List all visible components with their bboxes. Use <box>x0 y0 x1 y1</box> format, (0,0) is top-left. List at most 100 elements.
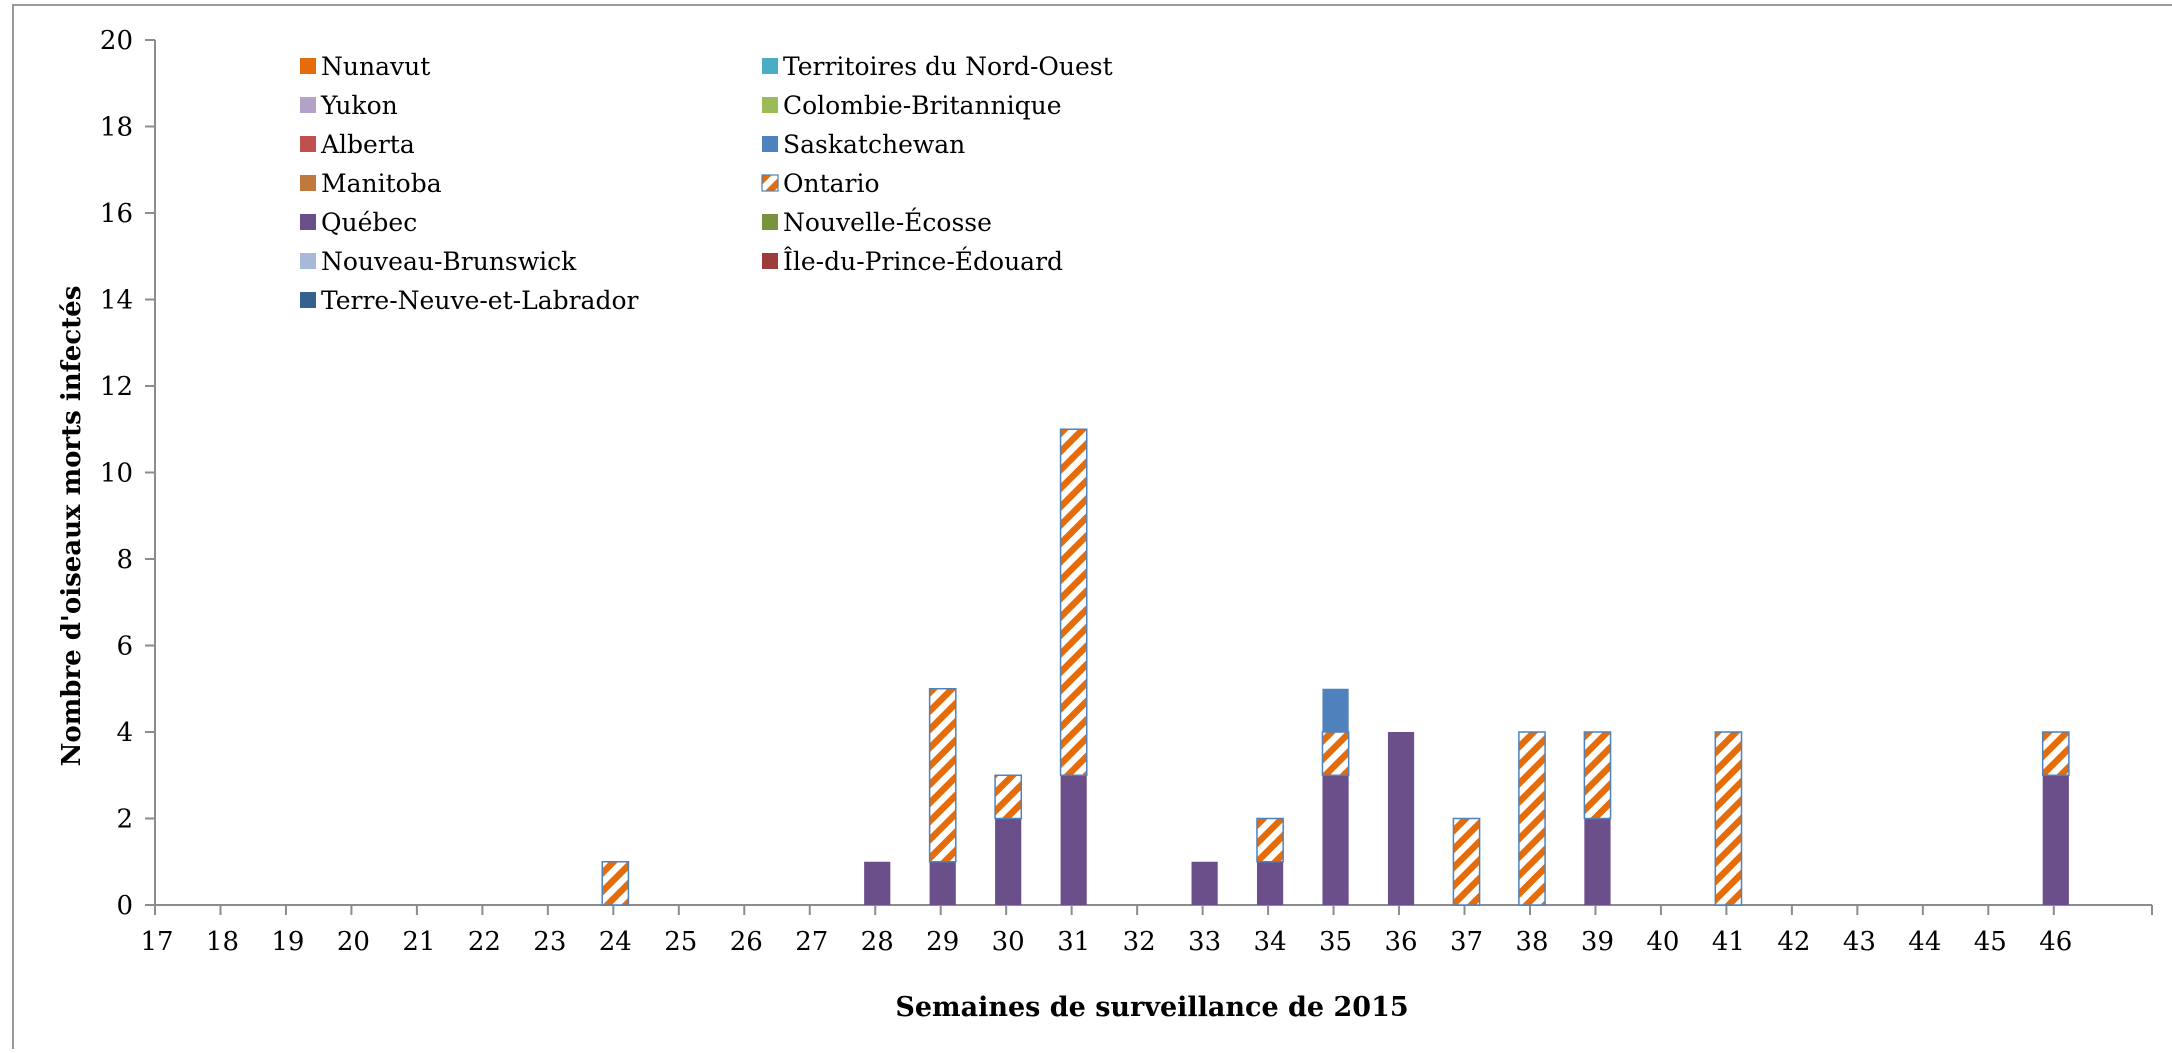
y-tick-label: 4 <box>116 718 133 748</box>
bar-quebec-week-36 <box>1387 732 1415 905</box>
y-tick-label: 20 <box>100 26 133 56</box>
bars <box>601 428 2070 906</box>
bar-quebec-week-29 <box>929 861 956 905</box>
x-tick-label: 21 <box>402 927 435 957</box>
legend-swatch <box>300 136 316 152</box>
x-tick-label: 40 <box>1646 927 1679 957</box>
bar-ontario-week-31 <box>1059 428 1088 776</box>
x-axis: 17 18 19 20 21 22 23 24 25 26 27 28 29 30 31 32 33 34 35 36… <box>140 904 2153 957</box>
legend-swatch <box>761 174 779 192</box>
x-tick-label: 24 <box>599 927 632 957</box>
bar-ontario-week-30 <box>994 774 1023 820</box>
legend-item: Territoires du Nord-Ouest <box>762 52 1113 81</box>
x-tick-label: 30 <box>992 927 1025 957</box>
legend-label: Île-du-Prince-Édouard <box>783 247 1063 276</box>
legend-item: Terre-Neuve-et-Labrador <box>300 286 639 315</box>
legend-label: Terre-Neuve-et-Labrador <box>321 286 639 315</box>
bar-ontario-week-24 <box>601 861 630 906</box>
x-tick-label: 17 <box>140 927 173 957</box>
x-tick-label: 25 <box>664 927 697 957</box>
legend-swatch <box>300 58 316 74</box>
bar-quebec-week-31 <box>1060 775 1087 905</box>
bar-ontario-week-41 <box>1714 731 1743 906</box>
x-tick-label: 20 <box>337 927 370 957</box>
legend-swatch <box>300 214 316 230</box>
x-tick-label: 26 <box>730 927 763 957</box>
bar-ontario-week-46 <box>2041 731 2070 776</box>
x-tick-label: 29 <box>926 927 959 957</box>
legend-label: Colombie-Britannique <box>783 91 1062 120</box>
legend-label: Saskatchewan <box>783 130 965 159</box>
bar-ontario-week-34 <box>1256 817 1284 863</box>
bar-quebec-week-33 <box>1191 861 1218 905</box>
x-tick-label: 42 <box>1777 927 1810 957</box>
x-tick-label: 28 <box>861 927 894 957</box>
x-tick-label: 34 <box>1254 927 1287 957</box>
bar-quebec-week-35 <box>1322 775 1349 905</box>
y-tick-label: 0 <box>116 891 133 921</box>
legend-swatch <box>300 292 316 308</box>
legend-swatch <box>762 253 778 269</box>
bar-quebec-week-34 <box>1256 861 1284 905</box>
y-tick-label: 6 <box>116 632 133 662</box>
y-axis-label: Nombre d'oiseaux morts infectés <box>57 286 87 767</box>
x-tick-label: 41 <box>1712 927 1745 957</box>
legend-label: Yukon <box>320 91 398 120</box>
bar-quebec-week-46 <box>2042 775 2069 905</box>
y-tick-label: 14 <box>100 286 133 316</box>
legend-label: Nunavut <box>321 52 430 81</box>
legend-swatch <box>300 253 316 269</box>
legend-item: Colombie-Britannique <box>762 91 1062 120</box>
x-tick-label: 37 <box>1450 927 1483 957</box>
x-tick-label: 31 <box>1057 927 1090 957</box>
legend-label: Alberta <box>320 130 415 159</box>
legend: Nunavut Territoires du Nord-Ouest Yukon Col… <box>300 52 1113 315</box>
legend-label: Manitoba <box>321 169 442 198</box>
x-tick-label: 23 <box>533 927 566 957</box>
legend-label: Ontario <box>783 169 880 198</box>
legend-item: Manitoba <box>300 169 442 198</box>
x-axis-label: Semaines de surveillance de 2015 <box>895 992 1408 1023</box>
x-tick-label: 18 <box>206 927 239 957</box>
y-tick-label: 18 <box>100 113 133 143</box>
x-tick-label: 38 <box>1515 927 1548 957</box>
y-tick-label: 2 <box>116 805 133 835</box>
bar-ontario-week-39 <box>1583 731 1612 820</box>
legend-swatch <box>762 214 778 230</box>
legend-item: Nunavut <box>300 52 430 81</box>
y-tick-label: 12 <box>100 372 133 402</box>
x-tick-label: 44 <box>1908 927 1941 957</box>
x-tick-label: 36 <box>1384 927 1417 957</box>
x-tick-label: 45 <box>1974 927 2007 957</box>
bar-ontario-week-29 <box>928 688 957 863</box>
legend-item: Nouveau-Brunswick <box>300 247 577 276</box>
legend-item: Nouvelle-Écosse <box>762 208 992 237</box>
bar-ontario-week-38 <box>1518 731 1546 906</box>
x-tick-label: 33 <box>1188 927 1221 957</box>
legend-item: Alberta <box>300 130 415 159</box>
y-tick-label: 16 <box>100 199 133 229</box>
x-tick-label: 43 <box>1843 927 1876 957</box>
legend-label: Nouvelle-Écosse <box>783 208 992 237</box>
legend-swatch <box>762 58 778 74</box>
bar-ontario-week-35 <box>1321 731 1350 776</box>
x-tick-label: 27 <box>795 927 828 957</box>
x-tick-label: 35 <box>1319 927 1352 957</box>
legend-label: Québec <box>321 208 417 237</box>
legend-item: Île-du-Prince-Édouard <box>762 247 1063 276</box>
bar-saskatchewan-week-35 <box>1322 688 1349 732</box>
chart-border <box>12 4 2172 1053</box>
x-tick-label: 32 <box>1123 927 1156 957</box>
bar-ontario-week-37 <box>1452 817 1481 906</box>
x-tick-label: 19 <box>271 927 304 957</box>
legend-swatch <box>300 175 316 191</box>
legend-label: Nouveau-Brunswick <box>321 247 577 276</box>
legend-label: Territoires du Nord-Ouest <box>783 52 1113 81</box>
y-axis: 0 2 4 6 8 10 12 14 16 18 20 <box>100 26 156 921</box>
y-tick-label: 10 <box>100 459 133 489</box>
x-tick-label: 39 <box>1581 927 1614 957</box>
x-tick-label: 46 <box>2039 927 2072 957</box>
legend-item: Québec <box>300 208 417 237</box>
